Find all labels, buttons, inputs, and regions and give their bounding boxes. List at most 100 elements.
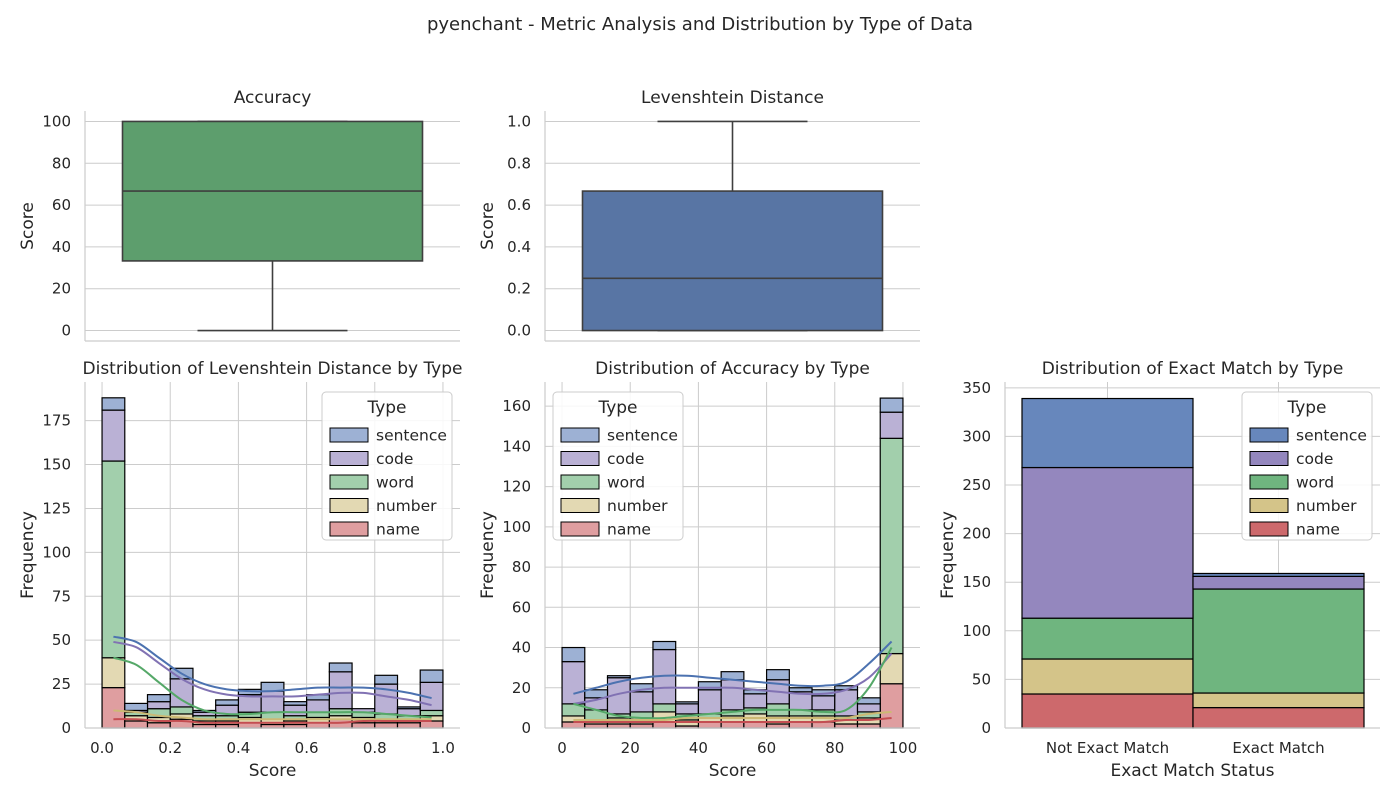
legend-title: Type <box>366 398 406 418</box>
y-tick-label: 50 <box>52 631 71 649</box>
y-tick-label: 300 <box>962 427 991 445</box>
bar-sentence <box>606 675 631 679</box>
legend-swatch-name <box>560 521 600 537</box>
acc_hist-gridlines <box>545 382 920 729</box>
bar-sentence <box>1192 572 1365 577</box>
y-tick-label: 0.6 <box>507 196 531 214</box>
y-tick-label: 100 <box>962 622 991 640</box>
bar-word <box>652 703 677 713</box>
bar-code <box>1192 575 1365 590</box>
bar-number <box>1021 658 1194 695</box>
acc_hist-title: Distribution of Accuracy by Type <box>595 359 870 379</box>
bar-number <box>1192 692 1365 709</box>
y-tick-label: 0 <box>61 719 71 737</box>
y-tick-label: 100 <box>502 518 531 536</box>
x-tick-label: 0.8 <box>363 739 387 757</box>
legend-swatch-code <box>560 451 600 466</box>
legend-swatch-word <box>1249 474 1289 490</box>
kde-line-name <box>573 716 892 724</box>
y-tick-label: 150 <box>42 456 71 474</box>
exact_hist-axes: 0 50 100 150 200 250 300 350 Not Exact Match Exac… <box>938 359 1380 781</box>
kde-line-sentence <box>113 635 432 700</box>
legend-label-sentence: sentence <box>1296 427 1367 445</box>
y-tick-label: 20 <box>52 280 71 298</box>
bar-sentence <box>788 687 813 693</box>
figure-suptitle: pyenchant - Metric Analysis and Distribu… <box>427 14 973 35</box>
legend-swatch-code <box>329 451 369 466</box>
y-tick-label: 0 <box>61 322 71 340</box>
y-tick-label: 0.0 <box>507 322 531 340</box>
y-tick-label: 20 <box>512 679 531 697</box>
bar-sentence <box>283 701 308 706</box>
y-tick-label: 100 <box>42 112 71 130</box>
bar-name <box>834 723 859 729</box>
bar-code <box>328 671 353 710</box>
levenshtein_box-ylabel: Score <box>478 202 498 250</box>
legend-label-word: word <box>607 474 645 492</box>
bar-sentence <box>146 694 171 703</box>
bar-word <box>419 709 444 717</box>
bar-name <box>765 723 790 729</box>
x-tick-label: 0.2 <box>158 739 182 757</box>
lev_hist-xlabel: Score <box>249 761 297 781</box>
kde-line-name <box>113 718 432 724</box>
bar-sentence <box>101 397 126 411</box>
legend-swatch-name <box>1249 521 1289 537</box>
bar-code <box>675 703 700 715</box>
x-tick-label: 0.4 <box>226 739 250 757</box>
y-tick-label: 60 <box>512 598 531 616</box>
y-tick-label: 350 <box>962 379 991 397</box>
x-tick-label: 100 <box>889 739 918 757</box>
kde-line-code <box>573 652 893 705</box>
y-tick-label: 140 <box>502 437 531 455</box>
legend-swatch-word <box>329 474 369 490</box>
bar-sentence <box>675 701 700 705</box>
legend-label-code: code <box>607 450 644 468</box>
bar-sentence <box>879 397 904 413</box>
x-tick-label: 0 <box>557 739 567 757</box>
exact_hist-ylabel: Frequency <box>938 511 958 599</box>
y-tick-label: 0 <box>981 719 991 737</box>
accuracy_box-ylabel: Score <box>18 202 38 250</box>
y-tick-label: 60 <box>52 196 71 214</box>
kde-line-sentence <box>573 640 893 695</box>
legend-label-number: number <box>376 497 437 515</box>
legend-swatch-name <box>329 521 369 537</box>
y-tick-label: 40 <box>512 639 531 657</box>
legend-swatch-number <box>1249 498 1289 513</box>
acc_hist-kde-curves <box>573 640 893 724</box>
bar-sentence <box>124 702 149 712</box>
y-tick-label: 125 <box>42 499 71 517</box>
y-tick-label: 0 <box>521 719 531 737</box>
bar-name <box>856 723 881 729</box>
legend-label-word: word <box>376 474 414 492</box>
legend-label-name: name <box>607 521 651 539</box>
legend-swatch-sentence <box>329 427 369 443</box>
bar-name <box>374 722 399 729</box>
lev_hist-legend: Type sentence code word number name <box>321 391 453 541</box>
y-tick-label: 150 <box>962 573 991 591</box>
bar-code <box>101 409 126 462</box>
bar-sentence <box>419 669 444 683</box>
x-tick-label: 1.0 <box>431 739 455 757</box>
bar-sentence <box>1021 397 1194 469</box>
acc_hist-ylabel: Frequency <box>478 511 498 599</box>
exact_hist-legend: Type sentence code word number name <box>1241 391 1373 541</box>
levenshtein_box-title: Levenshtein Distance <box>641 88 824 108</box>
exact_hist-title: Distribution of Exact Match by Type <box>1042 359 1344 379</box>
bar-code <box>629 691 654 713</box>
bar-sentence <box>652 640 677 651</box>
bar-name <box>879 683 904 729</box>
bar-name <box>146 722 171 729</box>
bar-code <box>146 701 171 710</box>
legend-label-sentence: sentence <box>607 427 678 445</box>
acc_hist-axes: 0 20 40 60 80 100 120 140 160 0 20 40 60 80 100 Distrib… <box>478 359 920 781</box>
bar-code <box>856 703 881 713</box>
bar-name <box>101 687 126 729</box>
bar-number <box>879 652 904 685</box>
y-tick-label: 0.4 <box>507 238 531 256</box>
x-tick-label: Not Exact Match <box>1046 739 1169 757</box>
bar-code <box>720 679 745 711</box>
bar-sentence <box>697 681 722 691</box>
